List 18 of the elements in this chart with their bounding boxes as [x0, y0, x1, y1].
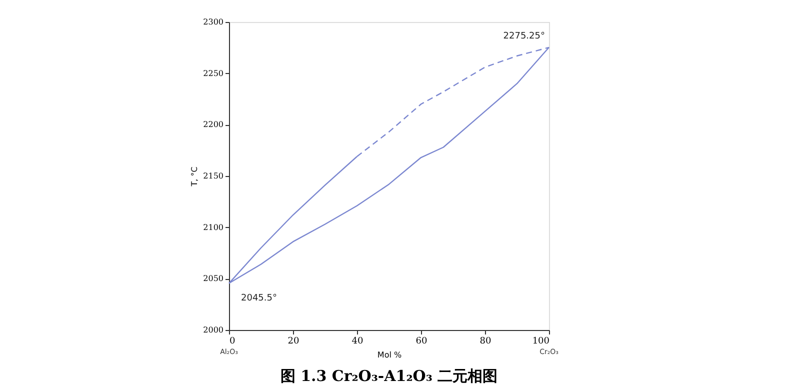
y-tick-label: 2150 [203, 172, 224, 180]
y-tick-label: 2300 [203, 18, 224, 26]
text: 图 1.3 Cr₂O₃-A1₂O₃ 二元相图 [280, 367, 498, 385]
y-axis-title: T, °C [190, 166, 200, 188]
x-tick-label: 60 [416, 336, 428, 346]
x-tick-label: 40 [352, 336, 364, 346]
y-tick-label: 2250 [203, 68, 224, 78]
y-tick-label: 2050 [203, 274, 224, 284]
x-tick-label: 20 [288, 336, 300, 346]
x-axis-title: Mol % [377, 350, 402, 360]
x-tick-label: 100 [532, 336, 550, 346]
x-tick-label: 0 [230, 336, 236, 346]
annotation: 2275.25° [503, 31, 545, 42]
annotation: 2045.5° [241, 293, 277, 304]
y-tick-label: 2000 [203, 326, 224, 334]
y-tick-label: 2100 [203, 222, 224, 232]
x-tick-label: 80 [480, 336, 492, 346]
y-tick-label: 2200 [203, 120, 224, 130]
